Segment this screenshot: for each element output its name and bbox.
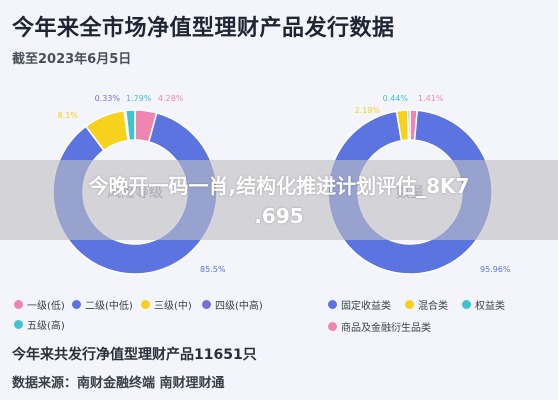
legend-swatch	[405, 300, 414, 309]
slice-percent-label: 8.1%	[58, 111, 79, 120]
donut-slice	[406, 109, 411, 141]
watermark-banner: 今晚开一码一肖,结构化推进计划评估_8K7 .695	[0, 160, 558, 240]
legend-swatch	[14, 300, 23, 309]
legend-swatch	[14, 320, 23, 329]
legend-swatch	[72, 300, 81, 309]
legend-swatch	[141, 300, 150, 309]
slice-percent-label: 0.33%	[95, 94, 121, 103]
legend-item-type-2: 混合类	[405, 297, 448, 312]
legend-item-type-3: 权益类	[462, 297, 505, 312]
donut-slice	[124, 109, 136, 142]
watermark-line-2: .695	[254, 204, 304, 228]
total-issued-text: 今年来共发行净值型理财产品11651只	[12, 347, 257, 363]
slice-percent-label: 1.79%	[126, 94, 152, 103]
data-source-text: 数据来源：南财金融终端 南财理财通	[12, 376, 225, 391]
legend-item-type-1: 固定收益类	[328, 297, 391, 312]
legend-item-risk-2: 二级(中低)	[72, 297, 133, 312]
slice-percent-label: 2.19%	[355, 106, 381, 115]
legend-label: 一级(低)	[27, 301, 65, 312]
legend-item-risk-3: 三级(中)	[141, 297, 192, 312]
legend-label: 混合类	[418, 301, 448, 312]
slice-percent-label: 85.5%	[200, 265, 226, 274]
legend-swatch	[328, 322, 337, 331]
legend-swatch	[328, 300, 337, 309]
legend-label: 二级(中低)	[85, 301, 133, 312]
slice-percent-label: 0.44%	[383, 94, 409, 103]
legend-label: 权益类	[475, 301, 505, 312]
page-subtitle: 截至2023年6月5日	[12, 52, 132, 67]
slice-percent-label: 95.96%	[480, 265, 511, 274]
slice-percent-label: 1.41%	[418, 94, 444, 103]
legend-item-risk-4: 四级(中高)	[202, 297, 263, 312]
legend-item-risk-1: 一级(低)	[14, 297, 65, 312]
slice-percent-label: 4.28%	[158, 94, 184, 103]
legend-swatch	[202, 300, 211, 309]
legend-item-type-4: 商品及金融衍生品类	[328, 319, 431, 334]
watermark-line-1: 今晚开一码一肖,结构化推进计划评估_8K7	[88, 174, 470, 198]
legend-label: 固定收益类	[341, 301, 391, 312]
legend-label: 商品及金融衍生品类	[341, 323, 431, 334]
legend-label: 五级(高)	[27, 321, 65, 332]
page-title: 今年来全市场净值型理财产品发行数据	[12, 16, 395, 41]
legend-label: 四级(中高)	[215, 301, 263, 312]
legend-item-risk-5: 五级(高)	[14, 317, 65, 332]
legend-swatch	[462, 300, 471, 309]
legend-label: 三级(中)	[154, 301, 192, 312]
